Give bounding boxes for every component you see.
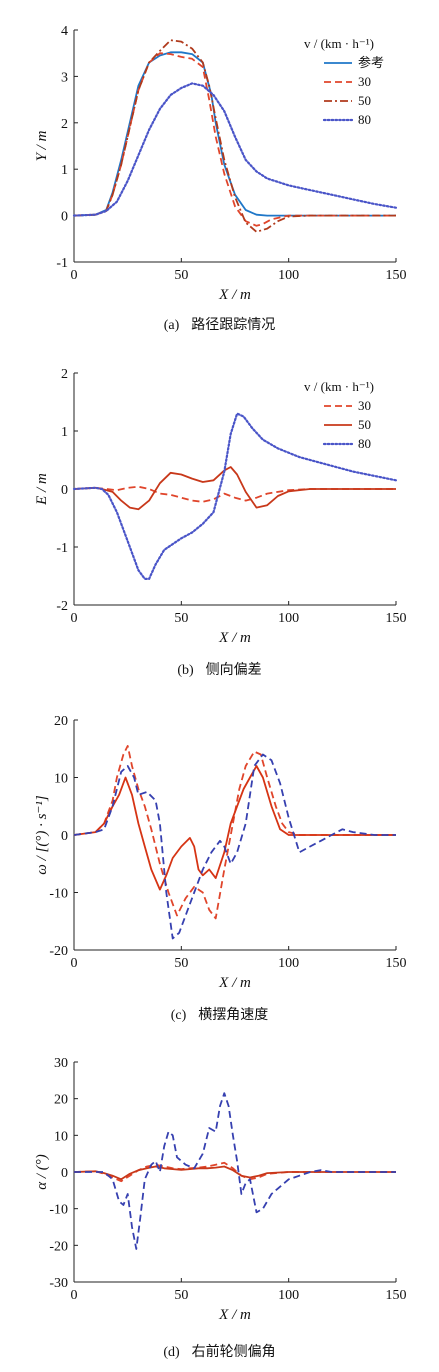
legend-label: 50 <box>358 93 371 108</box>
caption-d-text: 右前轮侧偏角 <box>191 1344 276 1360</box>
series-line-2 <box>73 753 396 940</box>
series-line-2 <box>74 1092 396 1250</box>
legend-label: 30 <box>358 74 371 89</box>
legend-label: 参考 <box>358 55 384 70</box>
caption-c: (c) 横摆角速度 <box>0 1004 439 1024</box>
series-line-0 <box>73 745 396 920</box>
chart-d-svg: 0 50 100 150 -30 -20 -10 0 10 20 30 X / m α / (°) <box>34 1056 407 1323</box>
x-tick-label: 100 <box>278 611 299 626</box>
chart-panel-c: 0 50 100 150 -20 -10 0 10 20 X / m ω / [(°) · s⁻¹]… <box>0 700 439 1040</box>
legend-label: 80 <box>358 436 371 451</box>
series-line-30 <box>73 485 396 503</box>
x-tick-label: 100 <box>278 1288 299 1303</box>
y-tick-label: -30 <box>49 1276 68 1291</box>
x-tick-label: 50 <box>174 611 188 626</box>
x-tick-label: 0 <box>71 268 78 283</box>
x-tick-label: 50 <box>174 268 188 283</box>
legend-label: 30 <box>358 398 371 413</box>
y-tick-label: -1 <box>56 541 68 556</box>
x-tick-label: 100 <box>278 268 299 283</box>
caption-b: (b) 侧向偏差 <box>0 659 439 679</box>
y-axis-label: α / (°) <box>34 1154 50 1190</box>
y-tick-label: 0 <box>61 483 68 498</box>
chart-panel-d: 0 50 100 150 -30 -20 -10 0 10 20 30 X / m α / (°) (d… <box>0 1040 439 1372</box>
y-tick-label: -2 <box>56 599 68 614</box>
legend-label: 50 <box>358 417 371 432</box>
caption-d: (d) 右前轮侧偏角 <box>0 1341 439 1361</box>
chart-c-svg: 0 50 100 150 -20 -10 0 10 20 X / m ω / [(°) · s⁻¹] <box>34 714 407 991</box>
x-tick-label: 150 <box>386 268 407 283</box>
series-line-30 <box>73 52 396 227</box>
y-tick-label: -20 <box>49 944 68 959</box>
y-tick-label: -20 <box>49 1239 68 1254</box>
x-tick-label: 150 <box>386 611 407 626</box>
y-tick-label: 20 <box>54 714 68 729</box>
y-tick-label: 0 <box>61 210 68 225</box>
y-tick-label: -10 <box>49 1203 68 1218</box>
y-axis-label: ω / [(°) · s⁻¹] <box>34 795 50 875</box>
series-line-80 <box>72 412 398 580</box>
x-tick-label: 0 <box>71 611 78 626</box>
chart-b-svg: 0 50 100 150 -2 -1 0 1 2 X / m E / m v / (km · h⁻¹)… <box>34 367 407 646</box>
y-axis-label: E / m <box>34 473 50 506</box>
series-line-50 <box>73 466 396 511</box>
series-line-50 <box>73 39 396 233</box>
y-tick-label: 0 <box>61 1166 68 1181</box>
caption-b-text: 侧向偏差 <box>205 662 262 678</box>
y-tick-label: 1 <box>61 425 68 440</box>
legend-title: v / (km · h⁻¹) <box>304 379 374 394</box>
caption-b-letter: (b) <box>177 663 194 678</box>
y-axis-label: Y / m <box>34 130 50 161</box>
caption-c-text: 横摆角速度 <box>198 1007 269 1023</box>
x-tick-label: 50 <box>174 1288 188 1303</box>
y-tick-label: 30 <box>54 1056 68 1071</box>
y-tick-label: 10 <box>54 772 68 787</box>
caption-a: (a) 路径跟踪情况 <box>0 314 439 334</box>
x-tick-label: 100 <box>278 956 299 971</box>
series-line-80 <box>72 82 398 217</box>
y-tick-label: 3 <box>61 70 68 85</box>
chart-panel-b: 0 50 100 150 -2 -1 0 1 2 X / m E / m v / (km · h⁻¹)… <box>0 355 439 695</box>
caption-a-text: 路径跟踪情况 <box>191 317 276 333</box>
y-tick-label: 1 <box>61 163 68 178</box>
x-tick-label: 150 <box>386 956 407 971</box>
y-tick-label: 0 <box>61 829 68 844</box>
y-tick-label: -1 <box>56 256 68 271</box>
y-tick-label: 20 <box>54 1093 68 1108</box>
x-tick-label: 0 <box>71 956 78 971</box>
caption-a-letter: (a) <box>163 318 180 333</box>
series-line-参考 <box>73 51 396 217</box>
x-axis-label: X / m <box>218 975 251 991</box>
x-axis-label: X / m <box>218 630 251 646</box>
x-axis-label: X / m <box>218 287 251 303</box>
series-line-1 <box>73 1165 396 1181</box>
legend-title: v / (km · h⁻¹) <box>304 36 374 51</box>
y-tick-label: 2 <box>61 367 68 382</box>
x-tick-label: 50 <box>174 956 188 971</box>
x-tick-label: 0 <box>71 1288 78 1303</box>
y-tick-label: 2 <box>61 117 68 132</box>
caption-c-letter: (c) <box>170 1008 187 1023</box>
x-tick-label: 150 <box>386 1288 407 1303</box>
x-axis-label: X / m <box>218 1307 251 1323</box>
y-tick-label: -10 <box>49 887 68 902</box>
y-tick-label: 10 <box>54 1129 68 1144</box>
y-tick-label: 4 <box>61 24 68 39</box>
caption-d-letter: (d) <box>163 1345 180 1360</box>
series-line-1 <box>73 765 396 891</box>
legend-label: 80 <box>358 112 371 127</box>
